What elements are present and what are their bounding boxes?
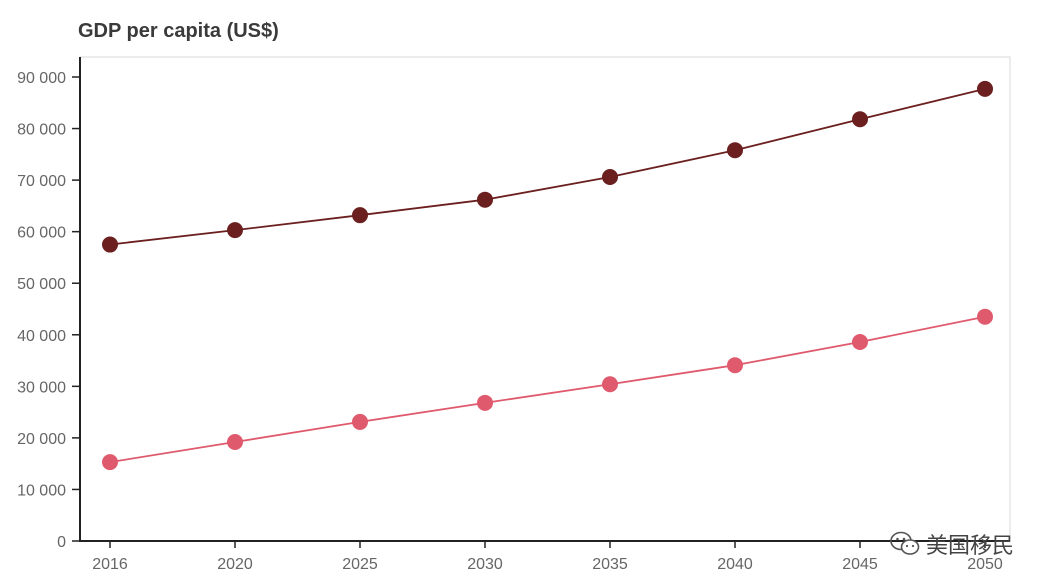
x-tick-label: 2040 <box>717 556 753 573</box>
data-point <box>102 236 118 253</box>
y-tick-label: 80 000 <box>17 122 66 139</box>
series-group <box>102 80 993 471</box>
series-line <box>109 87 986 246</box>
data-point <box>852 111 868 128</box>
plot-frame <box>79 56 1011 542</box>
y-axis-ticks: 0 10 000 20 000 30 000 40 000 50 000 60 000 70 … <box>17 70 80 551</box>
x-tick-label: 2045 <box>842 556 878 573</box>
y-tick-label: 60 000 <box>17 225 66 242</box>
data-point <box>352 413 368 430</box>
data-point <box>602 376 618 393</box>
data-point <box>852 333 868 350</box>
data-point <box>477 191 493 208</box>
y-tick-label: 20 000 <box>17 431 66 448</box>
data-point <box>477 394 493 411</box>
y-tick-label: 30 000 <box>17 379 66 396</box>
data-point <box>727 142 743 159</box>
x-tick-label: 2030 <box>467 556 503 573</box>
y-tick-label: 0 <box>57 534 66 551</box>
y-tick-label: 70 000 <box>17 173 66 190</box>
series-line <box>109 315 986 464</box>
series-1 <box>102 80 993 253</box>
y-tick-label: 40 000 <box>17 328 66 345</box>
watermark-text: 美国移民 <box>925 534 1014 559</box>
data-point <box>227 222 243 239</box>
data-point <box>352 207 368 224</box>
y-tick-label: 10 000 <box>17 482 66 499</box>
data-point <box>977 308 993 325</box>
chart-title: GDP per capita (US$) <box>78 20 279 42</box>
y-tick-label: 90 000 <box>17 70 66 87</box>
series-2 <box>102 308 993 471</box>
x-tick-label: 2016 <box>92 556 128 573</box>
data-point <box>727 357 743 374</box>
watermark: 美国移民 <box>890 528 1014 560</box>
data-point <box>227 434 243 451</box>
x-tick-label: 2050 <box>967 556 1003 573</box>
data-point <box>102 454 118 471</box>
x-axis-ticks: 2016 2020 2025 2030 2035 2040 2045 2050 <box>92 541 1003 573</box>
data-point <box>977 80 993 97</box>
x-tick-label: 2035 <box>592 556 628 573</box>
x-tick-label: 2020 <box>217 556 253 573</box>
data-point <box>602 169 618 186</box>
y-tick-label: 50 000 <box>17 276 66 293</box>
x-tick-label: 2025 <box>342 556 378 573</box>
wechat-icon <box>890 531 920 555</box>
